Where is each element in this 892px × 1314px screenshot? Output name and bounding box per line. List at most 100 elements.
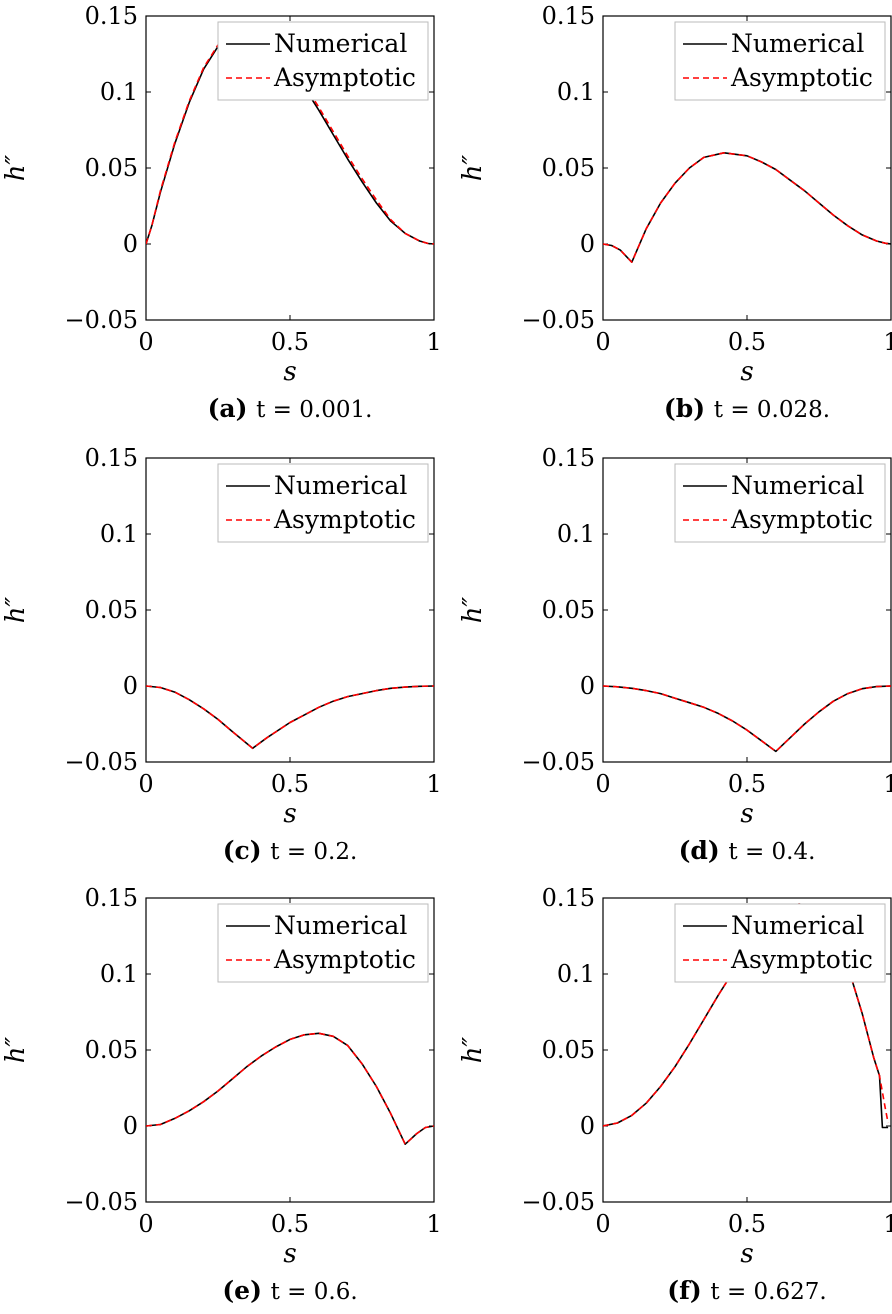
x-axis-label: s (283, 357, 296, 387)
legend-box (674, 463, 886, 543)
panel-caption-text: t = 0.627. (710, 1279, 826, 1305)
panel-label: (c) (223, 836, 271, 865)
y-axis-label: h″ (458, 154, 488, 181)
y-tick-label: 0 (580, 672, 595, 700)
y-tick-label: 0.1 (100, 520, 138, 548)
y-axis-label: h″ (458, 596, 488, 623)
x-tick-label: 0.5 (728, 770, 766, 798)
panel-caption: (c) t = 0.2. (223, 836, 358, 865)
x-tick-label: 0.5 (728, 328, 766, 356)
x-axis-label: s (740, 1239, 753, 1269)
panel-label: (e) (222, 1276, 270, 1305)
series-line-asymptotic (146, 1032, 434, 1145)
y-tick-label: 0.05 (542, 1036, 595, 1064)
x-tick-label: 1 (426, 770, 441, 798)
legend-label: Asymptotic (273, 945, 416, 974)
y-tick-label: 0.15 (542, 2, 595, 30)
series-line-asymptotic (146, 685, 434, 750)
series-line-numerical (603, 685, 891, 753)
panel-label: (b) (664, 394, 714, 423)
x-tick-label: 0 (595, 328, 610, 356)
x-tick-label: 0 (138, 328, 153, 356)
y-tick-label: 0 (580, 230, 595, 258)
y-tick-label: 0.15 (542, 444, 595, 472)
panel-caption-text: t = 0.001. (256, 397, 372, 423)
legend-label: Asymptotic (273, 63, 416, 92)
panel-label: (d) (679, 836, 729, 865)
legend-label: Numerical (274, 471, 407, 500)
legend-label: Numerical (731, 29, 864, 58)
panel-caption: (e) t = 0.6. (222, 1276, 357, 1305)
x-tick-label: 0.5 (271, 328, 309, 356)
x-tick-label: 0 (138, 770, 153, 798)
legend-label: Asymptotic (730, 505, 873, 534)
x-tick-label: 0.5 (728, 1210, 766, 1238)
y-tick-label: 0 (123, 230, 138, 258)
legend-box (674, 21, 886, 101)
y-tick-label: 0 (580, 1112, 595, 1140)
x-axis-label: s (740, 357, 753, 387)
x-tick-label: 1 (426, 1210, 441, 1238)
panel-caption-text: t = 0.6. (271, 1279, 358, 1305)
y-tick-label: −0.05 (64, 306, 138, 334)
x-axis-label: s (740, 799, 753, 829)
y-axis-label: h″ (458, 1036, 488, 1063)
y-tick-label: 0 (123, 672, 138, 700)
x-tick-label: 1 (883, 1210, 892, 1238)
x-tick-label: 0 (138, 1210, 153, 1238)
panel-label: (f) (667, 1276, 710, 1305)
y-tick-label: −0.05 (521, 1188, 595, 1216)
y-tick-label: 0.05 (85, 154, 138, 182)
panel-caption-text: t = 0.028. (714, 397, 830, 423)
y-tick-label: 0.15 (85, 444, 138, 472)
panel-label: (a) (208, 394, 257, 423)
y-axis-label: h″ (1, 596, 31, 623)
series-line-numerical (603, 152, 891, 264)
legend-label: Asymptotic (730, 945, 873, 974)
y-tick-label: 0.1 (557, 78, 595, 106)
panel-caption-text: t = 0.4. (728, 839, 815, 865)
y-axis-label: h″ (1, 154, 31, 181)
panel-caption: (d) t = 0.4. (679, 836, 816, 865)
y-tick-label: 0.15 (542, 884, 595, 912)
y-tick-label: 0 (123, 1112, 138, 1140)
legend-box (217, 903, 429, 983)
panel-caption: (b) t = 0.028. (664, 394, 830, 423)
legend-label: Numerical (274, 29, 407, 58)
legend-label: Numerical (731, 471, 864, 500)
series-line-asymptotic (603, 152, 891, 264)
y-tick-label: −0.05 (64, 1188, 138, 1216)
x-tick-label: 1 (426, 328, 441, 356)
y-axis-label: h″ (1, 1036, 31, 1063)
series-line-asymptotic (603, 903, 889, 1127)
legend-label: Asymptotic (273, 505, 416, 534)
legend-label: Numerical (274, 911, 407, 940)
x-tick-label: 0.5 (271, 1210, 309, 1238)
y-tick-label: 0.1 (100, 960, 138, 988)
series-line-numerical (146, 1032, 434, 1145)
x-axis-label: s (283, 799, 296, 829)
legend-box (217, 463, 429, 543)
series-line-numerical (146, 685, 434, 750)
y-tick-label: 0.05 (542, 154, 595, 182)
legend-label: Numerical (731, 911, 864, 940)
y-tick-label: 0.05 (542, 596, 595, 624)
legend-label: Asymptotic (730, 63, 873, 92)
y-tick-label: 0.1 (557, 520, 595, 548)
series-line-asymptotic (603, 685, 891, 753)
panel-caption: (f) t = 0.627. (667, 1276, 826, 1305)
y-tick-label: −0.05 (64, 748, 138, 776)
y-tick-label: 0.15 (85, 2, 138, 30)
y-tick-label: 0.05 (85, 1036, 138, 1064)
panel-caption-text: t = 0.2. (270, 839, 357, 865)
legend-box (674, 903, 886, 983)
y-tick-label: 0.05 (85, 596, 138, 624)
x-axis-label: s (283, 1239, 296, 1269)
x-tick-label: 0 (595, 1210, 610, 1238)
